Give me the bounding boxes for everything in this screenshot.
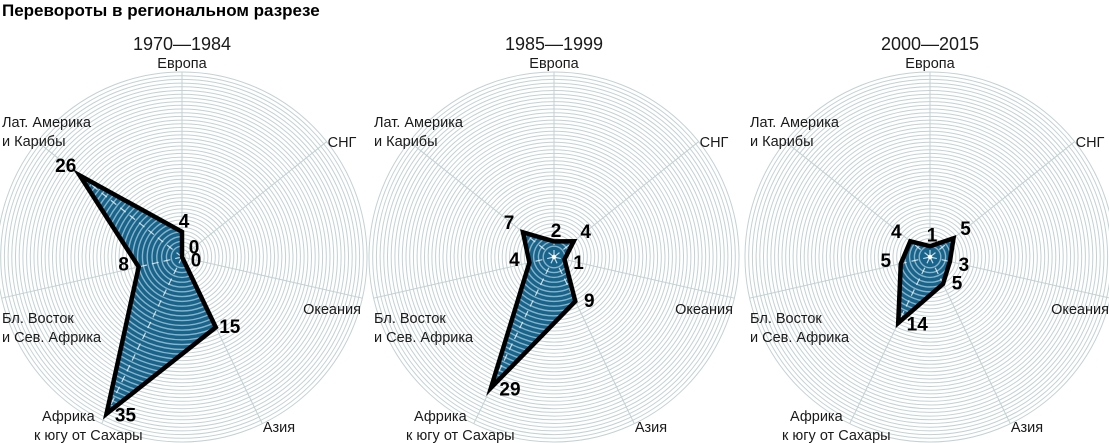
axis-label: и Карибы — [374, 134, 438, 150]
axis-label: Бл. Восток — [2, 311, 74, 327]
value-label: 7 — [504, 213, 515, 234]
axis-label: Европа — [529, 56, 579, 72]
value-label: 5 — [960, 219, 971, 240]
axis-label: СНГ — [328, 135, 357, 151]
value-label: 29 — [499, 379, 520, 400]
value-label: 4 — [179, 211, 190, 232]
axis-label: Лат. Америка — [2, 115, 92, 131]
axis-label: СНГ — [700, 135, 729, 151]
axis-label: Океания — [303, 302, 361, 318]
axis-spokes — [749, 72, 1109, 424]
value-label: 2 — [551, 221, 562, 242]
chart-title: 1970—1984 — [133, 34, 231, 54]
value-label: 5 — [952, 274, 963, 295]
axis-label: и Сев. Африка — [2, 330, 102, 346]
axis-label: Азия — [635, 420, 667, 436]
value-label: 8 — [118, 254, 129, 275]
axis-label: Лат. Америка — [374, 115, 464, 131]
value-label: 0 — [189, 238, 200, 259]
axis-label: и Сев. Африка — [750, 330, 850, 346]
axis-label: Азия — [263, 420, 295, 436]
value-label: 15 — [219, 317, 241, 338]
axis-spoke — [553, 141, 699, 258]
value-label: 0 — [191, 251, 202, 272]
axis-spoke — [929, 256, 1109, 299]
value-label: 9 — [584, 291, 595, 312]
page-title: Перевороты в региональном разрезе — [2, 1, 320, 20]
axis-label: Лат. Америка — [750, 115, 840, 131]
axis-spoke — [785, 141, 931, 258]
axis-label: и Карибы — [750, 134, 814, 150]
value-label: 5 — [881, 251, 892, 272]
axis-label: Азия — [1011, 420, 1043, 436]
axis-label: и Карибы — [2, 134, 66, 150]
value-label: 1 — [927, 226, 938, 247]
value-label: 4 — [891, 222, 902, 243]
axis-label: Океания — [675, 302, 733, 318]
value-label: 35 — [115, 405, 137, 426]
axis-label: и Сев. Африка — [374, 330, 474, 346]
axis-label: Европа — [905, 56, 955, 72]
axis-label: Бл. Восток — [374, 311, 446, 327]
axis-label: к югу от Сахары — [782, 428, 891, 443]
axis-label: Океания — [1051, 302, 1109, 318]
value-label: 4 — [509, 250, 520, 271]
data-polygon-fill — [491, 232, 576, 388]
value-label: 26 — [55, 156, 76, 177]
axis-spoke — [553, 256, 735, 299]
axis-spoke — [181, 141, 327, 258]
axis-label: Африка — [414, 409, 468, 425]
axis-label: к югу от Сахары — [34, 428, 143, 443]
axis-label: Европа — [157, 56, 207, 72]
axis-label: СНГ — [1076, 135, 1105, 151]
data-polygon-outline — [486, 229, 578, 397]
value-label: 3 — [959, 255, 970, 276]
axis-label: Бл. Восток — [750, 311, 822, 327]
axis-label: Африка — [42, 409, 96, 425]
value-label: 4 — [580, 222, 591, 243]
axis-label: к югу от Сахары — [406, 428, 515, 443]
value-label: 1 — [573, 253, 584, 274]
axis-spoke — [181, 256, 363, 299]
axis-spoke — [373, 256, 555, 299]
axis-label: Африка — [790, 409, 844, 425]
chart-title: 2000—2015 — [881, 34, 979, 54]
data-polygon-outline — [895, 234, 957, 329]
data-polygon-outline — [72, 169, 219, 420]
chart-title: 1985—1999 — [505, 34, 603, 54]
data-polygon-fill — [898, 238, 954, 323]
value-label: 14 — [907, 315, 929, 336]
